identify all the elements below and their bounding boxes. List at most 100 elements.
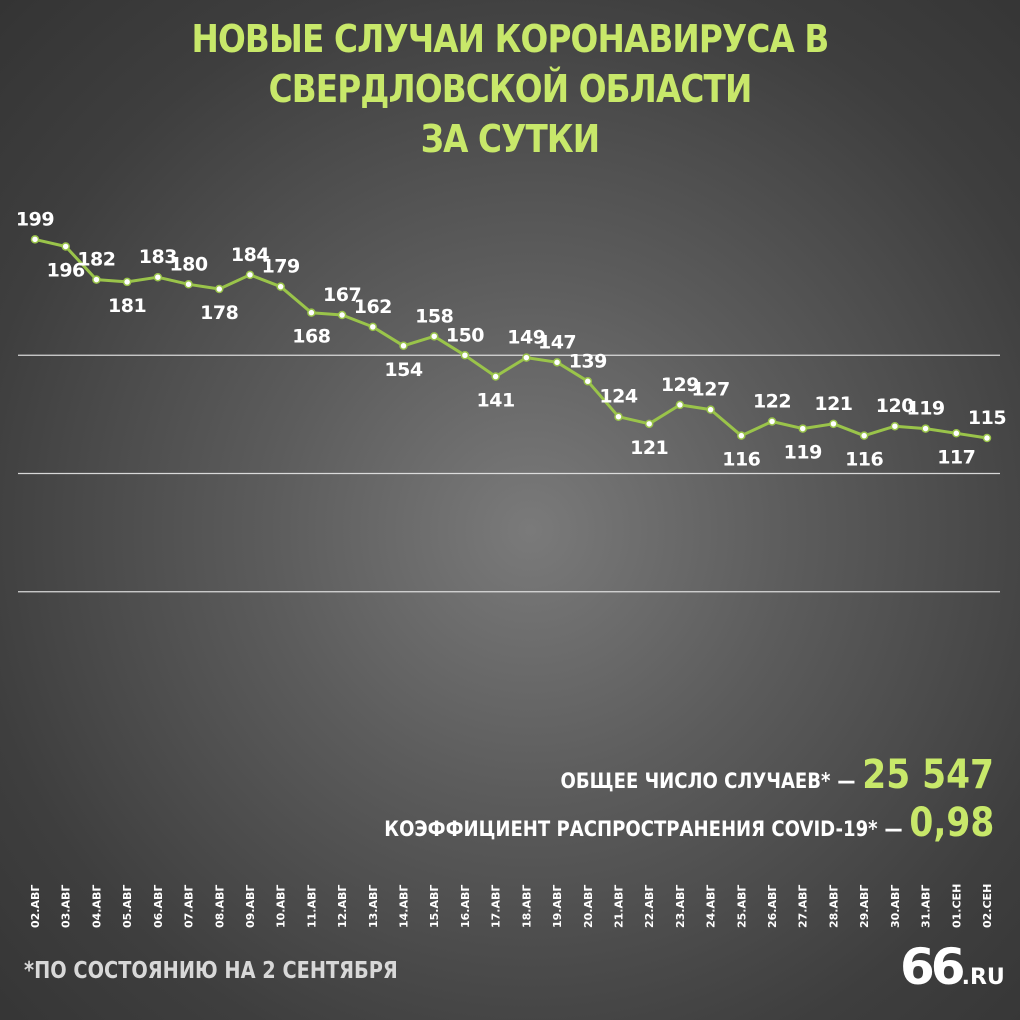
x-tick-label-13: 14.АВГ [398, 885, 411, 928]
data-point-28 [859, 431, 869, 440]
data-label-31: 117 [937, 446, 975, 468]
data-point-4 [122, 277, 132, 287]
data-point-6 [184, 280, 193, 289]
data-label-6: 180 [169, 253, 207, 275]
spread-coefficient-stat: КОЭФФИЦИЕНТ РАСПРОСТРАНЕНИЯ COVID-19* — … [384, 800, 994, 846]
site-logo: 66.RU [900, 938, 1005, 996]
logo-main: 66 [900, 938, 966, 996]
data-label-23: 127 [692, 379, 730, 401]
x-tick-label-31: 01.СЕН [950, 884, 963, 928]
data-point-17 [522, 353, 531, 362]
x-tick-label-10: 11.АВГ [305, 885, 318, 928]
x-tick-label-6: 07.АВГ [183, 885, 196, 928]
x-tick-label-27: 28.АВГ [827, 885, 840, 928]
data-label-13: 154 [384, 359, 422, 381]
data-label-10: 168 [292, 326, 330, 348]
data-point-7 [215, 284, 224, 294]
data-point-24 [737, 431, 746, 440]
data-label-29: 120 [876, 395, 914, 417]
x-tick-label-4: 05.АВГ [121, 885, 134, 928]
title-line-2: ЗА СУТКИ [420, 117, 600, 161]
x-tick-label-11: 12.АВГ [336, 885, 349, 928]
data-point-5 [153, 272, 163, 282]
data-point-20 [614, 412, 623, 421]
data-label-22: 129 [661, 374, 699, 396]
spread-coefficient-label: КОЭФФИЦИЕНТ РАСПРОСТРАНЕНИЯ COVID-19* [384, 817, 878, 841]
data-label-1: 199 [16, 208, 54, 230]
x-tick-label-18: 19.АВГ [551, 885, 564, 928]
x-tick-label-20: 21.АВГ [612, 885, 625, 928]
x-tick-label-23: 24.АВГ [705, 885, 718, 928]
x-tick-label-14: 15.АВГ [428, 885, 441, 928]
data-label-9: 179 [262, 256, 300, 278]
data-point-10 [307, 308, 316, 317]
chart-title: НОВЫЕ СЛУЧАИ КОРОНАВИРУСА В СВЕРДЛОВСКОЙ… [71, 14, 948, 164]
data-label-2: 196 [47, 259, 85, 281]
data-point-26 [798, 424, 807, 433]
x-tick-label-17: 18.АВГ [520, 885, 533, 928]
total-cases-stat: ОБЩЕЕ ЧИСЛО СЛУЧАЕВ* — 25 547 [561, 752, 994, 798]
spread-coefficient-value: 0,98 [909, 800, 994, 846]
title-line-1: НОВЫЕ СЛУЧАИ КОРОНАВИРУСА В СВЕРДЛОВСКОЙ… [191, 17, 830, 111]
series-line [34, 237, 988, 440]
x-tick-label-12: 13.АВГ [367, 885, 380, 928]
data-label-17: 149 [507, 327, 545, 349]
data-label-11: 167 [323, 284, 361, 306]
x-tick-label-8: 09.АВГ [244, 885, 257, 928]
data-point-23 [706, 405, 715, 414]
data-point-15 [460, 351, 470, 360]
x-tick-label-5: 06.АВГ [152, 885, 165, 928]
data-label-20: 124 [599, 386, 637, 408]
data-point-14 [429, 332, 439, 341]
data-point-8 [245, 270, 255, 280]
total-cases-dash: — [837, 769, 856, 793]
data-label-28: 116 [845, 449, 883, 471]
data-point-1 [30, 235, 40, 244]
data-label-32: 115 [968, 407, 1006, 429]
x-tick-label-9: 10.АВГ [275, 885, 288, 928]
footnote: *ПО СОСТОЯНИЮ НА 2 СЕНТЯБРЯ [24, 958, 398, 984]
x-tick-label-24: 25.АВГ [735, 885, 748, 928]
data-label-4: 181 [108, 295, 146, 317]
data-point-31 [952, 429, 961, 438]
x-tick-label-3: 04.АВГ [90, 885, 103, 928]
data-label-24: 116 [722, 449, 760, 471]
spread-coefficient-dash: — [884, 817, 903, 841]
x-tick-label-29: 30.АВГ [889, 885, 902, 928]
data-point-2 [61, 242, 70, 251]
data-point-9 [276, 282, 285, 291]
data-point-25 [767, 417, 777, 426]
data-label-16: 141 [477, 390, 515, 412]
total-cases-label: ОБЩЕЕ ЧИСЛО СЛУЧАЕВ* [560, 769, 831, 793]
x-tick-label-32: 02.СЕН [981, 884, 994, 928]
data-label-14: 158 [415, 305, 453, 327]
data-point-3 [92, 275, 101, 284]
x-tick-label-19: 20.АВГ [582, 885, 595, 928]
data-label-12: 162 [354, 296, 392, 318]
data-point-12 [368, 322, 378, 332]
data-label-3: 182 [77, 249, 115, 271]
data-point-19 [583, 377, 593, 386]
x-tick-label-2: 03.АВГ [60, 885, 73, 928]
total-cases-value: 25 547 [862, 752, 994, 798]
data-label-7: 178 [200, 302, 238, 324]
x-tick-label-22: 23.АВГ [674, 885, 687, 928]
x-tick-label-1: 02.АВГ [29, 885, 42, 928]
data-point-11 [337, 310, 347, 320]
data-point-32 [982, 433, 992, 443]
x-tick-label-25: 26.АВГ [766, 885, 779, 928]
data-point-21 [644, 419, 654, 429]
data-point-16 [491, 372, 500, 381]
data-label-5: 183 [139, 246, 177, 268]
data-label-18: 147 [538, 331, 576, 353]
x-tick-label-16: 17.АВГ [490, 885, 503, 928]
data-label-30: 119 [906, 398, 944, 420]
x-tick-label-30: 31.АВГ [920, 885, 933, 928]
data-point-18 [552, 358, 562, 367]
data-point-29 [890, 421, 900, 431]
x-tick-label-28: 29.АВГ [858, 885, 871, 928]
logo-suffix: .RU [961, 965, 1005, 990]
x-tick-label-26: 27.АВГ [797, 885, 810, 928]
data-label-26: 119 [784, 442, 822, 464]
